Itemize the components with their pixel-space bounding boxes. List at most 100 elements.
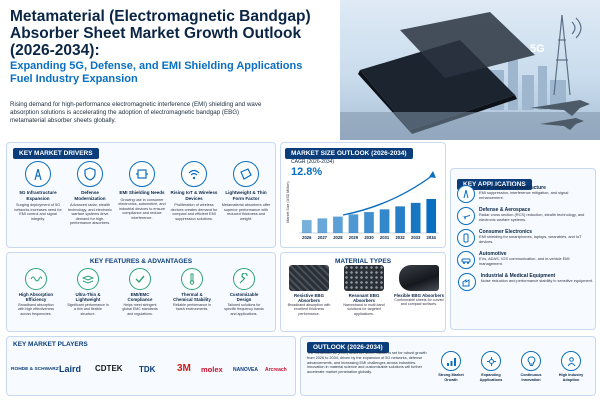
absorber-sheet-illustration [358,12,535,134]
feature-item: Ultra-Thin & Lightweight Significant per… [67,268,109,316]
shield-icon [77,161,103,187]
material-title: Flexible EBG Absorbers [393,293,445,298]
sheet-icon [233,161,259,187]
intro-text: Rising demand for high-performance elect… [10,101,262,124]
x-tick-label: 2032 [395,235,405,240]
x-tick-label: 2026 [302,235,312,240]
bar-2033 [410,202,421,233]
material-item: Resistive EBG Absorbers Broadband absorp… [283,265,335,316]
x-tick-label: 2034 [427,235,437,240]
wave-icon [25,268,47,290]
outlook-icon-item: Strong Market Growth [433,351,469,382]
driver-item: EMI Shielding Needs Growing use in consu… [117,161,167,220]
logo-3m: 3M [177,363,191,374]
logo-rohde-schwarz: ROHDE & SCHWARZ [11,367,59,372]
material-item: Resonant EBG Absorbers Narrowband to mul… [338,265,390,316]
check-icon [129,268,151,290]
car-icon [457,251,475,269]
cagr-value: 12.8% [291,166,323,178]
application-title: Consumer Electronics [479,229,533,235]
y-axis-label: Market Size (USD Million) [286,181,290,222]
outlook-icon-label: Continuous Innovation [520,373,542,382]
innovation-icon [521,351,541,371]
application-item: 5G & Telecom Infrastructure EMI suppressi… [457,185,593,203]
phone-icon [457,229,475,247]
application-desc: Radar cross section (RCS) reduction, ste… [479,212,585,222]
emi-shield-icon [129,161,155,187]
growth-icon [441,351,461,371]
adoption-icon [561,351,581,371]
jet-illustration [530,100,590,130]
thermometer-icon [181,268,203,290]
feature-item: Customizable Design Tailored solutions f… [223,268,265,316]
players-panel: KEY MARKET PLAYERS ROHDE & SCHWARZ Laird… [6,336,296,396]
features-panel: KEY FEATURES & ADVANTAGES High Absorptio… [6,252,276,332]
application-title: Defense & Aerospace [479,207,531,213]
resistive-sheet-image [289,265,329,291]
driver-desc: Metamaterial absorbers offer superior pe… [221,203,271,221]
hero-illustration: 5G [340,12,600,140]
resonant-sheet-image [344,265,384,291]
market-size-bar-chart: Market Size (USD Million) 2026 2027 2028 202… [286,171,439,240]
x-tick-label: 2028 [333,235,343,240]
application-title: Automotive [479,251,507,257]
flexible-sheet-image [399,265,439,291]
bar-2026 [301,220,312,233]
x-tick-label: 2027 [318,235,328,240]
bar-2029 [348,214,359,233]
application-desc: EVs, ADAS, V2X communication, and in-veh… [479,256,570,266]
feature-title: EMI/EMC Compliance [127,292,153,302]
tower-illustration [553,14,582,96]
logo-nanovea: NANOVEA [233,367,259,373]
feature-desc: Significant performance in a thin and fl… [67,303,109,316]
bar-2028 [333,216,343,233]
x-tick-label: 2029 [349,235,359,240]
material-desc: Narrowband to multi-band solutions for t… [343,303,385,316]
feature-desc: Broadband absorption with high effective… [17,303,55,316]
application-title: Industrial & Medical Equipment [480,273,556,279]
feature-title: Customizable Design [229,292,259,302]
driver-title: Rising IoT & Wireless Devices [170,190,218,201]
bar-2031 [379,209,390,233]
page-title: Metamaterial (Electromagnetic Bandgap) A… [10,8,311,59]
driver-desc: Proliferation of wireless devices create… [170,203,218,221]
materials-panel: MATERIAL TYPES Resistive EBG Absorbers B… [280,252,446,332]
layers-icon [77,268,99,290]
feature-desc: Helps meet stringent global EMC standard… [122,303,158,316]
features-heading: KEY FEATURES & ADVANTAGES [89,258,193,265]
bar-2034 [426,199,437,233]
application-desc: EMI shielding for smartphones, laptops, … [479,234,582,244]
players-heading: KEY MARKET PLAYERS [13,341,88,348]
logo-molex: molex [201,365,223,374]
material-title: Resonant EBG Absorbers [348,293,380,303]
logo-tdk: TDK [139,365,156,374]
tower-icon [25,161,51,187]
tower-icon [457,185,475,203]
chart-heading: MARKET SIZE OUTLOOK (2026-2034) [285,148,413,159]
outlook-icon-label: High Industry Adoption [558,373,584,382]
application-item: Industrial & Medical Equipment Noise redu… [457,273,593,291]
outlook-icon-label: Expanding Applications [479,373,503,382]
jet-icon [457,207,475,225]
feature-title: Thermal & Chemical Stability [173,292,211,302]
logo-arcreach: Arcreach [265,367,287,373]
factory-icon [457,273,476,291]
outlook-panel: OUTLOOK (2026-2034) The metamaterial (EB… [300,336,596,396]
outlook-icon-item: Continuous Innovation [513,351,549,382]
applications-panel: KEY APPLICATIONS 5G & Telecom Infrastruc… [450,168,596,330]
driver-item: Rising IoT & Wireless Devices Proliferat… [169,161,219,221]
hero-image: 5G [340,0,600,140]
feature-item: High Absorption Efficiency Broadband abs… [15,268,57,316]
driver-desc: Advanced radar, stealth technology, and … [68,203,112,226]
hero-5g-badge: 5G [530,43,545,55]
application-desc: EMI suppression, interference mitigation… [479,190,569,200]
wifi-icon [181,161,207,187]
driver-item: 5G Infrastructure Expansion Surging depl… [13,161,63,221]
logo-laird: Laird [59,364,82,374]
drivers-panel: KEY MARKET DRIVERS 5G Infrastructure Exp… [6,142,276,248]
x-tick-label: 2031 [380,235,390,240]
feature-item: Thermal & Chemical Stability Reliable pe… [171,268,213,312]
outlook-icon-item: Expanding Applications [473,351,509,382]
driver-item: Lightweight & Thin Form Factor Metamater… [221,161,271,221]
driver-title: 5G Infrastructure Expansion [19,190,57,201]
